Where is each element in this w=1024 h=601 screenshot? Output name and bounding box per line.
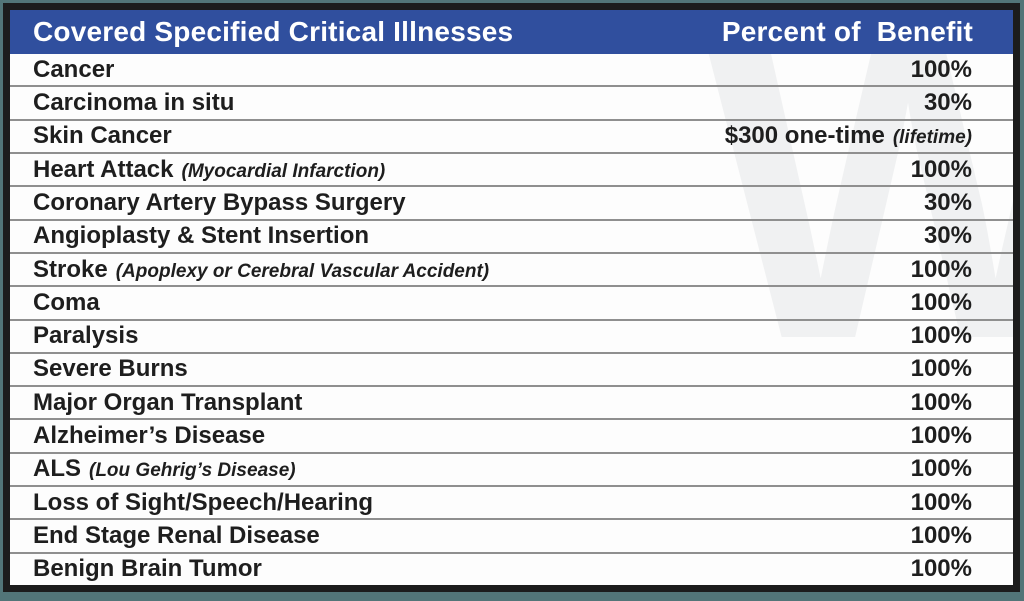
illness-name-cell: Cancer: [10, 56, 114, 84]
benefit-value-cell: 100%: [911, 355, 1013, 383]
benefit-value: 30%: [923, 222, 972, 250]
illness-name: ALS: [33, 455, 81, 483]
illness-name: Major Organ Transplant: [33, 388, 303, 416]
benefit-note: (lifetime): [892, 127, 972, 149]
benefit-value: 100%: [910, 522, 972, 550]
benefit-value: 100%: [910, 355, 972, 383]
table-row: Major Organ Transplant 100%: [10, 385, 1013, 418]
benefit-value: 100%: [910, 322, 972, 350]
benefit-value-cell: 100%: [911, 522, 1013, 550]
benefit-value-cell: 30%: [924, 89, 1013, 117]
header-benefit-column-label: Percent of Benefit: [721, 16, 973, 47]
table-row: Skin Cancer $300 one-time (lifetime): [10, 118, 1013, 152]
table-row: Angioplasty & Stent Insertion 30%: [10, 218, 1013, 252]
illness-name-cell: End Stage Renal Disease: [10, 522, 320, 550]
illness-name-cell: Paralysis: [10, 322, 138, 350]
benefit-value-cell: 100%: [911, 455, 1013, 483]
benefit-value: $300 one-time: [724, 122, 885, 150]
illness-name-cell: Loss of Sight/Speech/Hearing: [10, 489, 373, 517]
illness-name-cell: Skin Cancer: [10, 122, 172, 150]
illness-name: Coronary Artery Bypass Surgery: [33, 188, 406, 216]
illness-note: (Lou Gehrig’s Disease): [89, 460, 296, 482]
benefit-value: 100%: [910, 422, 972, 450]
illness-name: Severe Burns: [33, 355, 188, 383]
illness-name-cell: Severe Burns: [10, 355, 188, 383]
benefit-value-cell: 30%: [924, 222, 1013, 250]
illness-name-cell: ALS (Lou Gehrig’s Disease): [10, 455, 296, 483]
illness-name: Alzheimer’s Disease: [33, 422, 266, 450]
illness-name: Benign Brain Tumor: [33, 555, 262, 583]
benefit-value-cell: 100%: [911, 555, 1013, 583]
critical-illness-benefits-table: Covered Specified Critical Illnesses Per…: [3, 3, 1020, 592]
illness-name-cell: Coronary Artery Bypass Surgery: [10, 189, 406, 217]
benefit-value-cell: 100%: [911, 422, 1013, 450]
illness-name: Paralysis: [33, 322, 139, 350]
table-row: ALS (Lou Gehrig’s Disease) 100%: [10, 451, 1013, 485]
illness-name: Coma: [33, 288, 100, 316]
table-row: Alzheimer’s Disease 100%: [10, 418, 1013, 451]
illness-name-cell: Coma: [10, 289, 100, 317]
benefit-value-cell: 100%: [911, 56, 1013, 84]
table-row: Paralysis 100%: [10, 318, 1013, 352]
benefit-value: 100%: [910, 388, 972, 416]
benefit-value-cell: 100%: [911, 156, 1013, 184]
benefit-value-cell: 100%: [911, 256, 1013, 284]
illness-name: Cancer: [33, 55, 115, 83]
benefit-value: 100%: [910, 288, 972, 316]
benefit-value: 30%: [923, 188, 972, 216]
table-row: Stroke (Apoplexy or Cerebral Vascular Acc…: [10, 251, 1013, 285]
table-row: Carcinoma in situ 30%: [10, 85, 1013, 118]
benefit-value: 30%: [923, 88, 972, 116]
illness-name: Stroke: [33, 255, 108, 283]
illness-name-cell: Stroke (Apoplexy or Cerebral Vascular Acc…: [10, 256, 489, 284]
illness-name: End Stage Renal Disease: [33, 522, 320, 550]
illness-note: (Apoplexy or Cerebral Vascular Accident): [115, 260, 490, 282]
illness-note: (Myocardial Infarction): [181, 160, 386, 182]
header-illness-column-label: Covered Specified Critical Illnesses: [33, 16, 514, 47]
benefit-value-cell: 100%: [911, 322, 1013, 350]
table-body: W Cancer 100% Carcinoma in situ 30% Skin…: [10, 54, 1013, 585]
illness-name-cell: Alzheimer’s Disease: [10, 422, 265, 450]
benefit-value-cell: $300 one-time (lifetime): [725, 122, 1013, 150]
benefit-value-cell: 100%: [911, 389, 1013, 417]
table-header-row: Covered Specified Critical Illnesses Per…: [10, 10, 1013, 54]
benefit-value-cell: 30%: [924, 189, 1013, 217]
illness-name: Loss of Sight/Speech/Hearing: [33, 488, 374, 516]
table-row: Cancer 100%: [10, 54, 1013, 85]
benefit-value: 100%: [910, 488, 972, 516]
table-row: Severe Burns 100%: [10, 351, 1013, 385]
benefit-value: 100%: [910, 455, 972, 483]
illness-name-cell: Benign Brain Tumor: [10, 555, 262, 583]
benefit-value-cell: 100%: [911, 489, 1013, 517]
illness-name-cell: Carcinoma in situ: [10, 89, 234, 117]
illness-name: Heart Attack: [33, 155, 174, 183]
table-row: Loss of Sight/Speech/Hearing 100%: [10, 485, 1013, 518]
benefit-value: 100%: [910, 55, 972, 83]
benefit-value: 100%: [910, 255, 972, 283]
table-row: Heart Attack (Myocardial Infarction) 100%: [10, 151, 1013, 185]
benefit-value: 100%: [910, 555, 972, 583]
benefit-value: 100%: [910, 155, 972, 183]
illness-name-cell: Heart Attack (Myocardial Infarction): [10, 156, 385, 184]
table-row: Coma 100%: [10, 285, 1013, 318]
illness-name: Skin Cancer: [33, 122, 172, 150]
table-row: Benign Brain Tumor 100%: [10, 551, 1013, 585]
illness-name: Carcinoma in situ: [33, 88, 235, 116]
illness-name-cell: Major Organ Transplant: [10, 389, 302, 417]
table-row: End Stage Renal Disease 100%: [10, 518, 1013, 551]
illness-name: Angioplasty & Stent Insertion: [33, 222, 370, 250]
benefit-value-cell: 100%: [911, 289, 1013, 317]
illness-name-cell: Angioplasty & Stent Insertion: [10, 222, 369, 250]
table-row: Coronary Artery Bypass Surgery 30%: [10, 185, 1013, 218]
